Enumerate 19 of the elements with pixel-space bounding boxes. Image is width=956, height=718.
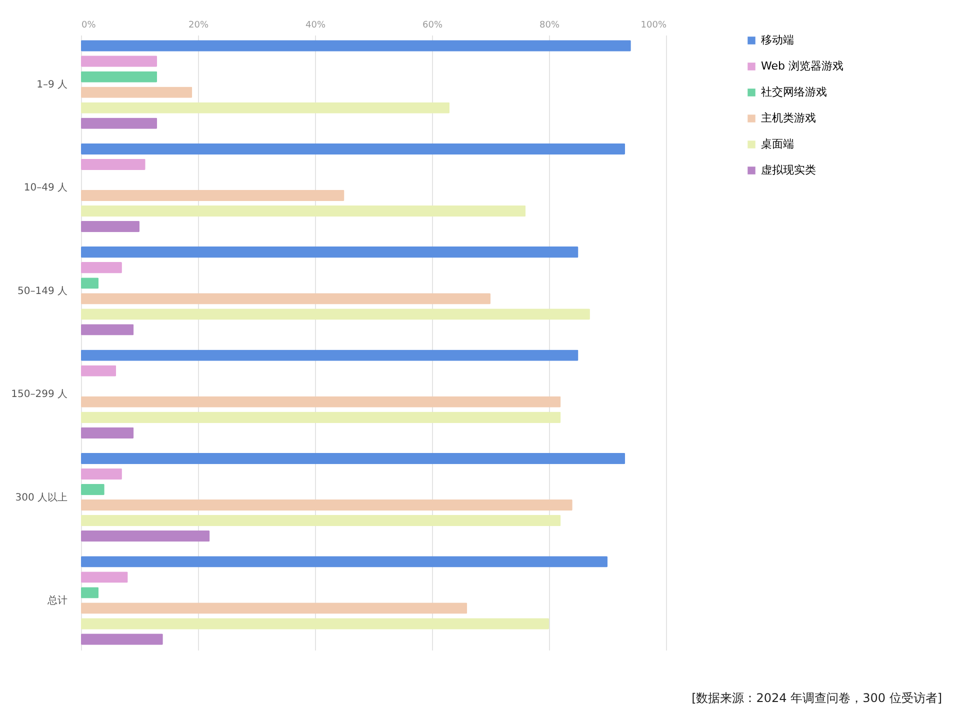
legend-label: 移动端 xyxy=(761,34,794,46)
x-tick-label: 100% xyxy=(640,20,667,30)
y-tick-label: 150–299 人 xyxy=(11,389,68,400)
y-tick-label: 总计 xyxy=(46,594,68,606)
x-tick-label: 40% xyxy=(305,20,326,30)
y-tick-label: 10–49 人 xyxy=(24,182,68,194)
legend-label: Web 浏览器游戏 xyxy=(761,60,844,72)
legend-label: 桌面端 xyxy=(761,138,794,150)
y-tick-label: 50–149 人 xyxy=(18,286,68,297)
text: [数据来源：2024 年调查问卷，300 位受访者] xyxy=(692,690,942,707)
legend-label: 主机类游戏 xyxy=(761,112,816,124)
y-tick-label: 300 人以上 xyxy=(15,491,68,504)
legend-label: 虚拟现实类 xyxy=(761,164,816,176)
x-tick-label: 0% xyxy=(82,20,96,30)
y-tick-label: 1–9 人 xyxy=(36,80,68,91)
x-tick-label: 60% xyxy=(422,20,443,30)
legend-label: 社交网络游戏 xyxy=(761,86,827,98)
x-tick-label: 80% xyxy=(539,20,560,30)
x-tick-label: 20% xyxy=(188,20,209,30)
